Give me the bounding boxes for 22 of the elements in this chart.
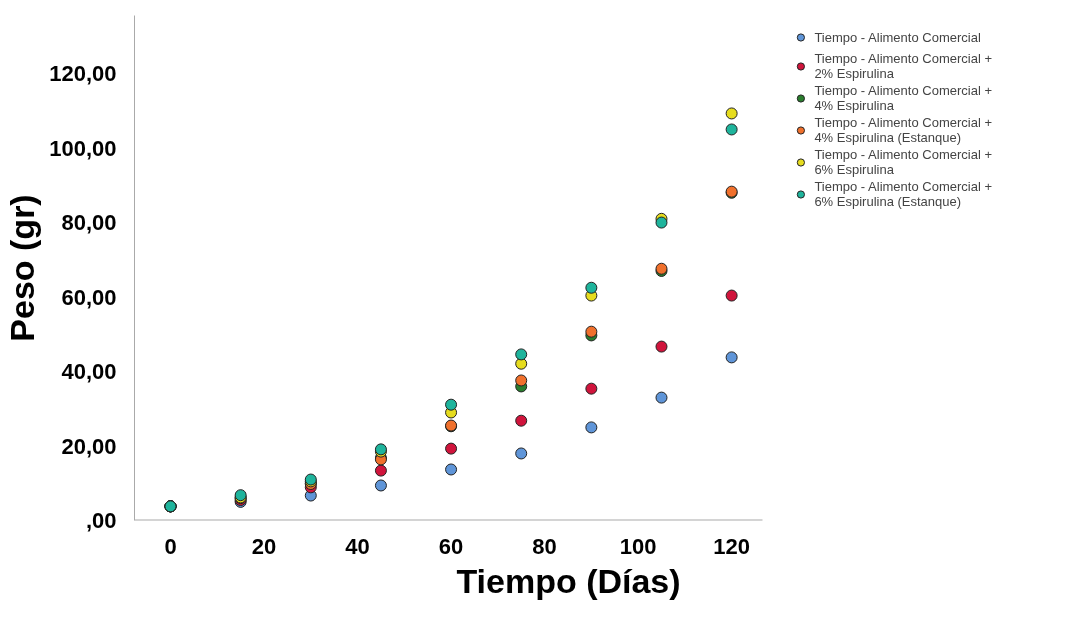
- x-tick-label: 100: [619, 533, 657, 559]
- x-tick-label: 120: [713, 533, 750, 559]
- legend-label: Tiempo - Alimento Comercial + 6% Espirulina (Estanque): [814, 179, 992, 209]
- x-axis-title: Tiempo (Días): [456, 561, 681, 600]
- y-tick-label: 120,00: [49, 61, 117, 87]
- legend-label: Tiempo - Alimento Comercial + 2% Espirulina: [814, 51, 992, 81]
- y-tick-label: 60,00: [61, 284, 117, 310]
- y-axis-title: Peso (gr): [3, 194, 42, 342]
- x-tick-label: 60: [438, 533, 464, 559]
- y-tick-label: 20,00: [61, 433, 117, 459]
- y-tick-label: 40,00: [61, 359, 117, 385]
- x-tick-label: 80: [532, 533, 557, 559]
- legend-label: Tiempo - Alimento Comercial + 6% Espirulina: [814, 147, 992, 177]
- legend-label: Tiempo - Alimento Comercial: [814, 28, 981, 47]
- x-tick-label: 20: [251, 533, 277, 559]
- y-tick-label: 100,00: [49, 135, 117, 161]
- y-tick-label: 80,00: [61, 210, 117, 236]
- legend-label: Tiempo - Alimento Comercial + 4% Espirulina (Estanque): [814, 115, 992, 145]
- x-tick-label: 0: [164, 533, 177, 559]
- y-tick-label: ,00: [85, 508, 117, 533]
- legend-label: Tiempo - Alimento Comercial + 4% Espirulina: [814, 83, 992, 113]
- x-tick-label: 40: [345, 533, 370, 559]
